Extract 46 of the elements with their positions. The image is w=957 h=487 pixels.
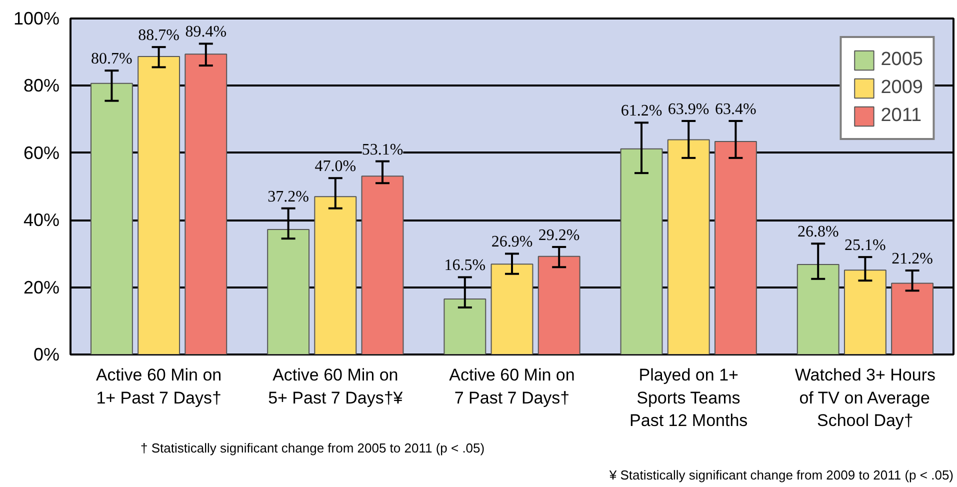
bar (184, 54, 228, 354)
x-tick-label: Watched 3+ Hours of TV on Average School Day† (794, 366, 936, 430)
bar (138, 56, 180, 354)
data-label: 26.9% (491, 234, 533, 251)
data-label: 37.2% (268, 188, 309, 206)
text: † Statistically significant change from 2005 to 2011 (p < .05) (140, 440, 485, 456)
bar (444, 298, 486, 354)
legend-label: 2011 (880, 105, 922, 127)
x-tick-label: Active 60 Min on 1+ Past 7 Days† (96, 366, 222, 408)
data-label: 25.1% (844, 237, 886, 254)
bar (90, 82, 133, 354)
bar (714, 140, 757, 354)
text: ¥ Statistically significant change from 2009 to 2011 (p < .05) (608, 468, 954, 482)
y-tick-label: 100% (13, 8, 60, 28)
x-tick-label: Active 60 Min on 5+ Past 7 Days†¥ (268, 366, 404, 408)
bar (667, 139, 710, 354)
y-tick-label: 40% (23, 210, 60, 230)
data-label: 16.5% (444, 257, 486, 274)
bar (490, 264, 534, 354)
legend-label: 2009 (880, 77, 923, 99)
y-tick-label: 20% (23, 277, 60, 298)
data-label: 53.1% (362, 141, 404, 158)
legend-label: 2005 (880, 49, 923, 71)
bar (314, 196, 357, 354)
data-label: 63.9% (668, 100, 710, 118)
data-label: 61.2% (620, 102, 662, 120)
data-label: 26.8% (797, 224, 839, 241)
bar (891, 282, 934, 354)
data-label: 89.4% (185, 24, 227, 41)
data-label: 80.7% (91, 50, 132, 68)
x-tick-label: Active 60 Min on 7 Past 7 Days† (449, 366, 575, 408)
y-tick-label: 80% (23, 76, 60, 96)
y-tick-label: 60% (23, 142, 60, 163)
bar (620, 148, 663, 354)
bar (538, 256, 580, 354)
data-label: 88.7% (138, 27, 180, 44)
data-label: 63.4% (715, 100, 756, 118)
y-tick-label: 0% (33, 344, 60, 364)
x-tick-label: Played on 1+ Sports Teams Past 12 Months (630, 366, 748, 430)
data-label: 29.2% (538, 226, 580, 244)
bar (267, 229, 310, 354)
data-label: 47.0% (314, 158, 356, 176)
bar (796, 264, 840, 354)
bar (844, 270, 886, 354)
data-label: 21.2% (892, 250, 933, 268)
bar (361, 176, 404, 354)
